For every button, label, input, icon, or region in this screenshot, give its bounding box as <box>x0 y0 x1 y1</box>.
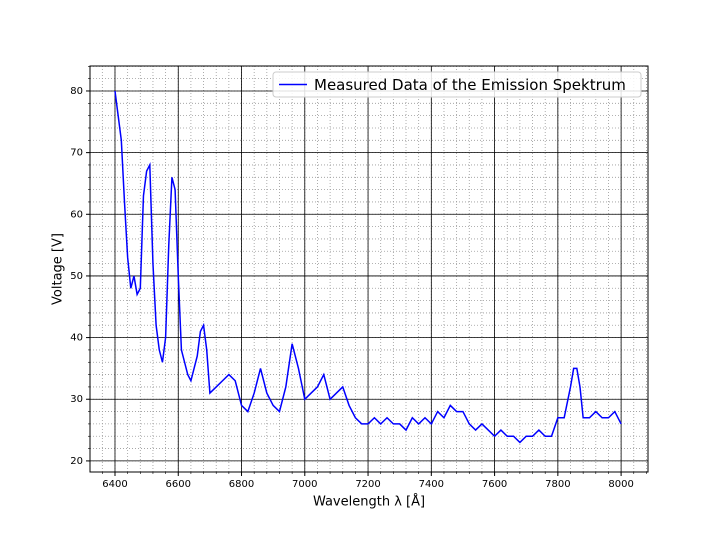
legend-box <box>272 71 642 98</box>
y-tick-label: 20 <box>70 456 83 467</box>
x-tick-label: 6600 <box>166 479 191 490</box>
plot-frame <box>89 65 649 473</box>
x-tick-label: 7800 <box>545 479 570 490</box>
x-tick-label: 7000 <box>292 479 317 490</box>
x-axis-label: Wavelength λ [Å] <box>313 494 425 510</box>
y-axis-label: Voltage [V] <box>51 233 66 305</box>
x-tick-label: 7200 <box>355 479 380 490</box>
data-line <box>114 90 622 444</box>
y-tick-label: 60 <box>70 209 83 220</box>
x-tick-label: 6800 <box>229 479 254 490</box>
x-tick-label: 8000 <box>608 479 633 490</box>
legend-label: Measured Data of the Emission Spektrum <box>314 76 626 94</box>
y-tick-label: 50 <box>70 271 83 282</box>
x-tick-label: 7600 <box>482 479 507 490</box>
x-tick-label: 7400 <box>419 479 444 490</box>
y-tick-label: 70 <box>70 148 83 159</box>
x-tick-label: 6400 <box>102 479 127 490</box>
y-tick-label: 80 <box>70 86 83 97</box>
y-tick-label: 40 <box>70 333 83 344</box>
y-tick-label: 30 <box>70 394 83 405</box>
